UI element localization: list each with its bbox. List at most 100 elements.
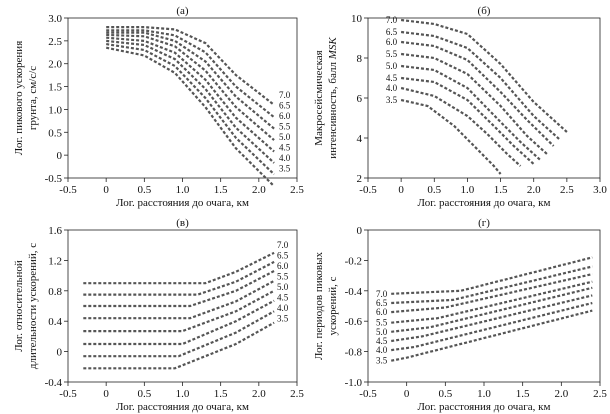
- series-label: 3.5: [279, 164, 291, 174]
- y-tick-label: 1.6: [48, 225, 62, 237]
- panel-label: (в): [176, 217, 189, 229]
- x-tick-label: 1.0: [461, 184, 475, 196]
- series-line-5.5: [106, 33, 275, 141]
- series-line-4.0: [391, 301, 593, 352]
- series-label: 6.5: [376, 298, 388, 308]
- series-label: 5.5: [277, 272, 289, 282]
- series-line-5.0: [106, 36, 275, 153]
- series-label: 5.0: [277, 282, 289, 292]
- series-label: 6.0: [277, 261, 289, 271]
- series-line-6.5: [83, 260, 275, 296]
- series-line-3.5: [390, 309, 593, 362]
- y-axis-label-line: Лог. периодов пиковых: [313, 252, 325, 360]
- series-line-4.5: [106, 39, 275, 164]
- x-tick-label: -0.5: [59, 184, 77, 196]
- y-tick-label: -0.4: [345, 286, 363, 298]
- y-axis-label-line: Лог. относительной: [13, 260, 25, 352]
- series-label: 4.5: [376, 336, 388, 346]
- series-label: 6.5: [386, 27, 398, 37]
- series-label: 7.0: [279, 90, 291, 100]
- series-label: 5.5: [376, 318, 388, 328]
- series-label: 6.0: [279, 111, 291, 121]
- series-line-7.0: [391, 256, 593, 295]
- x-tick-label: 0: [103, 184, 109, 196]
- x-tick-label: 0.5: [137, 388, 151, 400]
- series-label: 4.0: [277, 303, 289, 313]
- series-line-4.5: [400, 76, 535, 165]
- series-label: 4.5: [277, 293, 289, 303]
- series-label: 6.0: [376, 307, 388, 317]
- y-axis-label-line: грунта, см/с/с: [27, 66, 39, 130]
- y-tick-label: 2.5: [48, 36, 62, 48]
- series-label: 5.5: [386, 49, 398, 59]
- x-tick-label: 3.0: [593, 184, 607, 196]
- series-line-5.5: [400, 52, 548, 155]
- x-tick-label: 0.5: [137, 184, 151, 196]
- series-label: 7.0: [386, 15, 398, 25]
- x-axis-label: Лог. расстояния до очага, км: [116, 401, 249, 413]
- x-tick-label: 2.0: [252, 388, 266, 400]
- series-line-5.0: [391, 286, 593, 333]
- series-label: 4.0: [386, 83, 398, 93]
- series-line-4.0: [83, 310, 275, 358]
- y-tick-label: -0.5: [45, 173, 63, 185]
- x-tick-label: 2.5: [593, 388, 607, 400]
- x-tick-label: 1.5: [516, 388, 530, 400]
- y-tick-label: 2: [357, 173, 363, 185]
- series-label: 3.5: [376, 356, 388, 366]
- series-line-6.0: [400, 40, 555, 147]
- y-axis-label-line: длительности ускорений, с: [27, 243, 39, 369]
- plot-frame: [67, 17, 298, 179]
- x-tick-label: 1.0: [176, 388, 190, 400]
- series-label: 6.5: [277, 251, 289, 261]
- x-tick-label: 1.5: [494, 184, 508, 196]
- y-tick-label: 0: [57, 347, 63, 359]
- x-tick-label: -0.5: [59, 388, 77, 400]
- x-tick-label: 2.5: [290, 388, 304, 400]
- y-tick-label: 0.8: [48, 286, 62, 298]
- panel-label: (г): [478, 217, 490, 229]
- x-tick-label: -0.5: [359, 184, 377, 196]
- series-line-4.0: [400, 86, 522, 167]
- y-axis-label-line: ускорений, с: [327, 276, 339, 335]
- series-label: 3.5: [386, 95, 398, 105]
- panel-g: -0.5 0 0.5 1.0 1.5 2.0 2.5 -1.0 -0.8 -0.6 -0.4 -0.2…: [313, 217, 607, 413]
- series-label: 5.0: [279, 132, 291, 142]
- y-tick-label: -0.4: [45, 377, 63, 389]
- x-tick-label: 1.0: [176, 184, 190, 196]
- x-tick-label: 0.5: [438, 388, 452, 400]
- y-axis-label-line: Макросейсмическая: [313, 50, 325, 146]
- y-tick-label: 4: [357, 133, 363, 145]
- y-axis-label-line: Лог. пикового ускорения: [13, 41, 25, 156]
- y-tick-label: 0.5: [48, 127, 62, 139]
- series-line-5.5: [83, 279, 275, 320]
- series-label: 4.0: [376, 345, 388, 355]
- series-line-7.0: [106, 26, 275, 106]
- series-line-5.0: [83, 289, 275, 333]
- x-tick-label: 0.5: [427, 184, 441, 196]
- series-line-6.0: [106, 31, 275, 130]
- series-line-4.0: [106, 43, 275, 176]
- y-tick-label: 0: [57, 150, 63, 162]
- series-line-5.5: [391, 280, 593, 324]
- series-label: 5.0: [376, 327, 388, 337]
- y-tick-label: 1.2: [48, 255, 62, 267]
- x-tick-label: 0: [103, 388, 109, 400]
- x-axis-label: Лог. расстояния до очага, км: [418, 197, 551, 209]
- series-line-3.5: [105, 46, 275, 187]
- y-tick-label: 1.0: [48, 104, 62, 116]
- y-tick-label: 1.5: [48, 82, 62, 94]
- panel-b: -0.5 0 0.5 1.0 1.5 2.0 2.5 3.0 2 4 6 8 10 (б) Лог. рас…: [313, 5, 607, 209]
- y-tick-label: 10: [351, 13, 363, 25]
- series-line-3.5: [83, 321, 275, 370]
- y-tick-label: 6: [357, 93, 363, 105]
- y-tick-label: 0: [357, 225, 363, 237]
- series-label: 4.5: [386, 73, 398, 83]
- x-tick-label: 2.0: [554, 388, 568, 400]
- series-line-7.0: [400, 18, 568, 133]
- series-label: 6.0: [386, 37, 398, 47]
- series-label: 6.5: [279, 101, 291, 111]
- x-tick-label: 1.5: [214, 184, 228, 196]
- y-tick-label: 8: [357, 53, 363, 65]
